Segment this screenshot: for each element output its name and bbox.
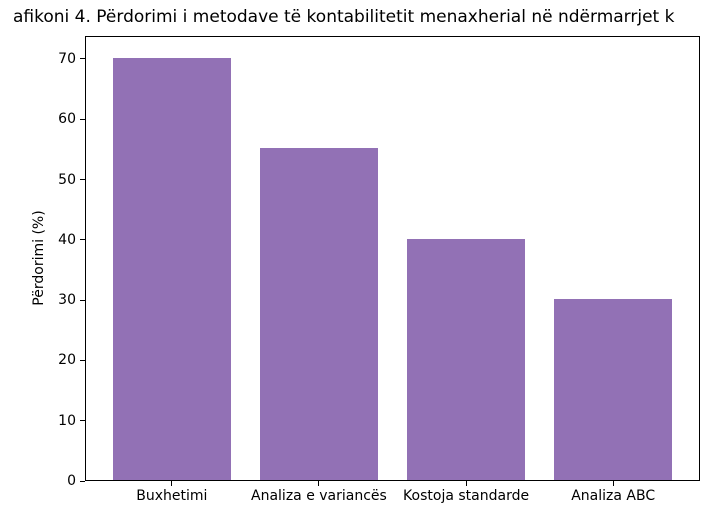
y-tick-label: 10: [58, 412, 76, 429]
y-tick-label: 30: [58, 292, 76, 309]
y-tick-label: 20: [58, 352, 76, 369]
y-tick-label: 50: [58, 171, 76, 188]
bar: [407, 238, 525, 480]
x-tick-label: Analiza ABC: [571, 488, 656, 504]
x-tick-label: Analiza e variancës: [251, 488, 387, 504]
y-tick-mark: [80, 118, 85, 120]
y-tick-label: 70: [58, 50, 76, 67]
chart-title: afikoni 4. Përdorimi i metodave të konta…: [13, 7, 675, 27]
y-tick-mark: [80, 58, 85, 60]
x-tick-label: Kostoja standarde: [403, 488, 530, 504]
bar: [554, 299, 673, 480]
y-tick-mark: [80, 299, 85, 301]
x-tick-mark: [612, 481, 614, 486]
y-tick-mark: [80, 239, 85, 241]
y-tick-mark: [80, 420, 85, 422]
x-tick-label: Buxhetimi: [136, 488, 208, 504]
y-tick-mark: [80, 480, 85, 482]
bar: [112, 57, 231, 480]
y-tick-mark: [80, 179, 85, 180]
y-tick-label: 40: [58, 231, 76, 248]
x-tick-mark: [171, 481, 173, 486]
bar: [260, 148, 378, 480]
x-tick-mark: [465, 481, 467, 486]
y-tick-label: 60: [58, 111, 76, 128]
y-tick-mark: [80, 359, 85, 361]
x-tick-mark: [318, 481, 320, 486]
y-tick-label: 0: [67, 473, 76, 489]
plot-area: [85, 36, 700, 481]
